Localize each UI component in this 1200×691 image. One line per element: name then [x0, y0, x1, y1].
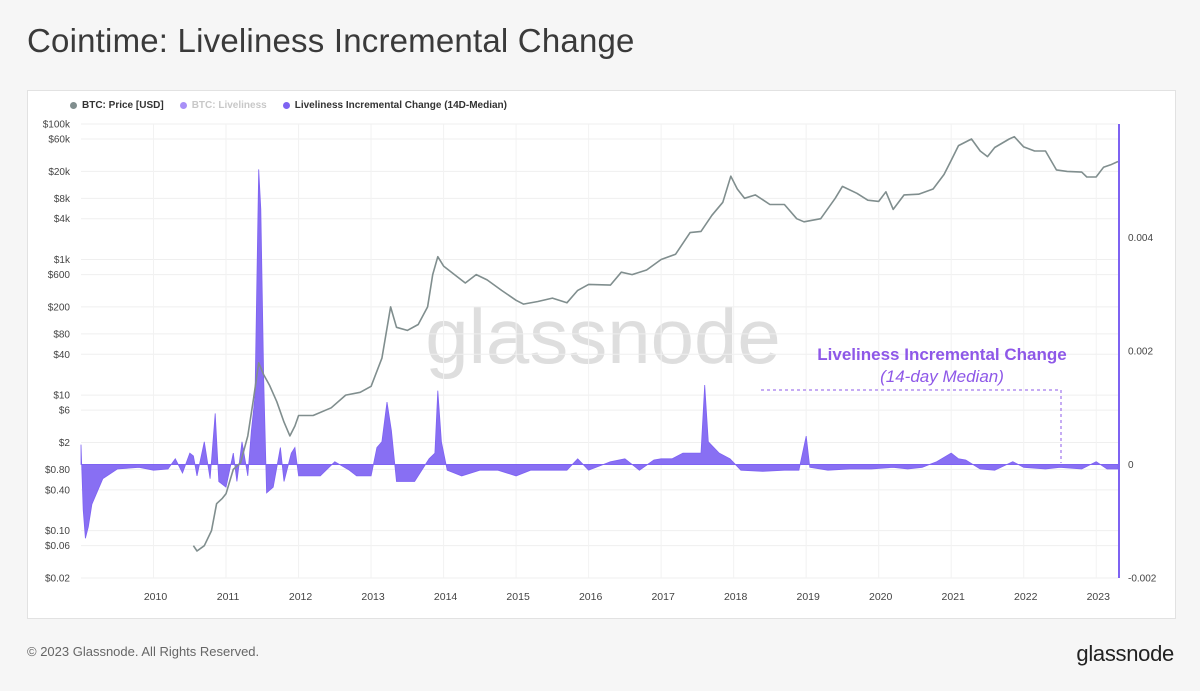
y-left-tick-label: $40	[53, 350, 70, 361]
y-left-tick-label: $80	[53, 329, 70, 340]
x-tick-label: 2012	[289, 591, 313, 603]
x-tick-label: 2011	[217, 591, 240, 603]
x-tick-label: 2023	[1087, 591, 1111, 603]
legend-item-liveliness[interactable]: BTC: Liveliness	[179, 100, 267, 111]
x-tick-label: 2019	[796, 591, 820, 603]
y-right-tick-label: 0.004	[1128, 233, 1153, 244]
y-left-tick-label: $0.10	[45, 526, 70, 537]
y-left-tick-label: $60k	[48, 135, 71, 146]
x-tick-label: 2014	[434, 591, 458, 603]
y-left-tick-label: $6	[59, 406, 71, 417]
annotation-subtitle: (14-day Median)	[880, 367, 1004, 386]
x-tick-label: 2017	[651, 591, 675, 603]
x-tick-label: 2022	[1014, 591, 1038, 603]
chart-plot: glassnode $100k$60k$20k$8k$4k$1k$600$200…	[43, 120, 1157, 604]
page-title: Cointime: Liveliness Incremental Change	[27, 22, 635, 59]
x-tick-label: 2021	[942, 591, 966, 603]
glassnode-logo: glassnode	[1076, 641, 1174, 666]
y-left-tick-label: $1k	[54, 255, 71, 266]
y-left-tick-label: $10	[53, 391, 70, 402]
btc-price-line	[192, 135, 1119, 552]
y-left-tick-label: $0.06	[45, 541, 70, 552]
y-left-tick-label: $100k	[43, 120, 71, 131]
legend-item-price[interactable]: BTC: Price [USD]	[70, 100, 164, 111]
y-right-tick-label: 0.002	[1128, 347, 1153, 358]
chart-card: BTC: Price [USD] BTC: Liveliness Livelin…	[27, 90, 1176, 619]
x-tick-label: 2018	[724, 591, 748, 603]
price-legend-dot-icon	[70, 102, 77, 109]
legend-label-change: Liveliness Incremental Change (14D-Media…	[294, 100, 507, 111]
y-left-tick-label: $4k	[54, 214, 71, 225]
x-tick-label: 2010	[144, 591, 168, 603]
y-left-tick-label: $8k	[54, 194, 71, 205]
liveliness-legend-dot-icon	[179, 102, 187, 109]
y-left-tick-label: $200	[48, 302, 71, 313]
y-left-tick-label: $600	[48, 270, 71, 281]
y-left-tick-label: $0.80	[45, 465, 70, 476]
y-left-tick-label: $2	[59, 438, 71, 449]
x-tick-label: 2013	[361, 591, 385, 603]
y-right-tick-label: 0	[1128, 460, 1134, 471]
copyright-footer: © 2023 Glassnode. All Rights Reserved.	[27, 644, 260, 659]
watermark: glassnode	[425, 292, 781, 380]
x-tick-label: 2015	[506, 591, 530, 603]
legend-label-price: BTC: Price [USD]	[82, 100, 164, 111]
legend-label-liveliness: BTC: Liveliness	[191, 100, 267, 111]
legend: BTC: Price [USD] BTC: Liveliness Livelin…	[70, 100, 507, 111]
y-right-tick-label: -0.002	[1128, 574, 1157, 585]
x-tick-label: 2020	[869, 591, 893, 603]
y-left-tick-label: $20k	[48, 167, 71, 178]
annotation-bracket	[761, 389, 1062, 463]
annotation-title: Liveliness Incremental Change	[817, 345, 1066, 364]
y-left-tick-label: $0.40	[45, 485, 70, 496]
change-legend-dot-icon	[282, 102, 290, 109]
y-left-tick-label: $0.02	[45, 574, 70, 585]
legend-item-change[interactable]: Liveliness Incremental Change (14D-Media…	[282, 100, 507, 111]
x-tick-label: 2016	[579, 591, 603, 603]
